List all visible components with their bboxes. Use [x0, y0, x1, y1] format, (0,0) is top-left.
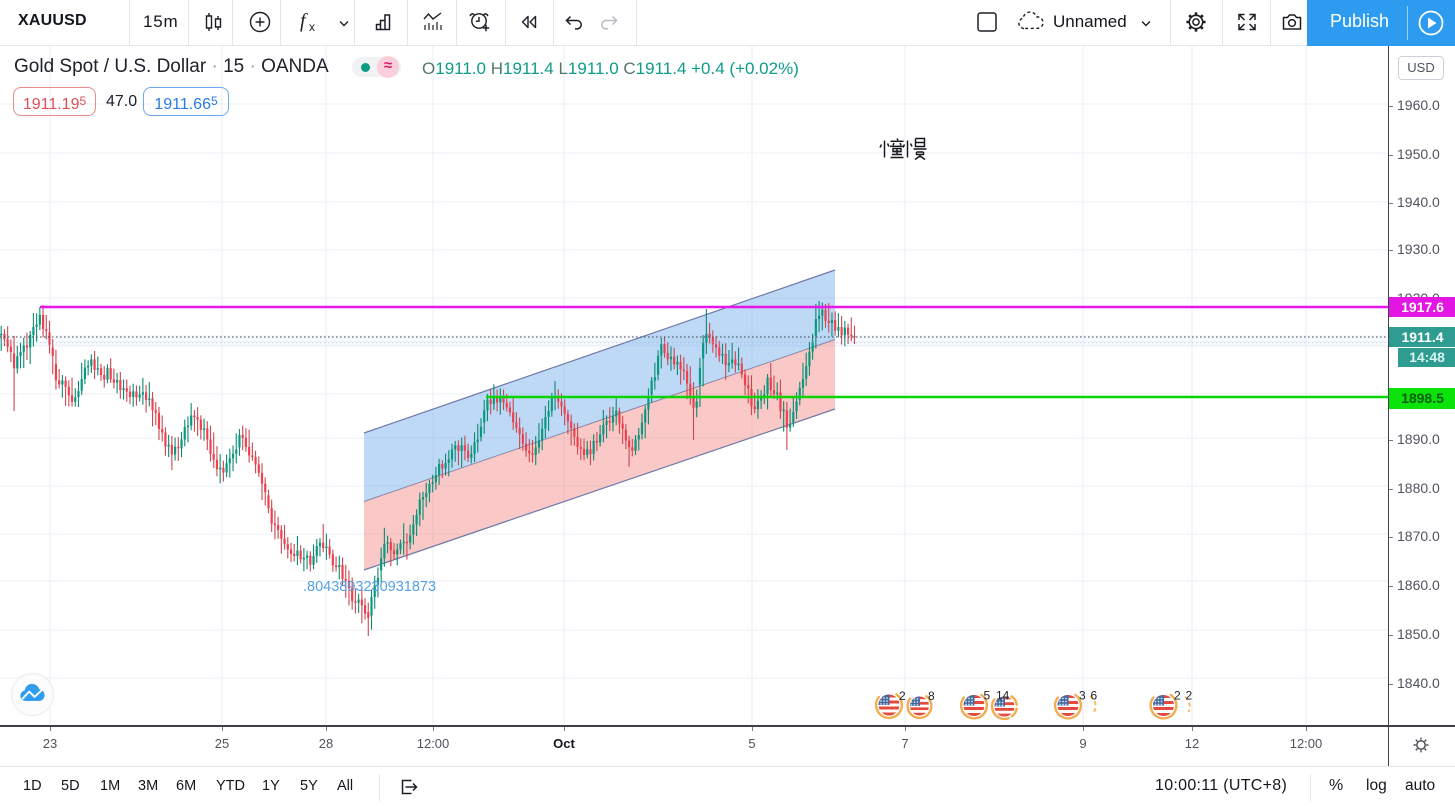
svg-text:2: 2	[899, 689, 906, 703]
svg-text:5: 5	[984, 689, 991, 703]
svg-text:8: 8	[928, 689, 935, 703]
svg-text:2: 2	[1186, 689, 1193, 703]
svg-text:.8043893230931873: .8043893230931873	[303, 579, 436, 595]
svg-text:6: 6	[1091, 689, 1098, 703]
svg-text:2: 2	[1174, 689, 1181, 703]
svg-text:14: 14	[996, 689, 1010, 703]
svg-text:3: 3	[1079, 689, 1086, 703]
svg-text:f: f	[300, 10, 308, 32]
svg-text:x: x	[309, 20, 315, 34]
